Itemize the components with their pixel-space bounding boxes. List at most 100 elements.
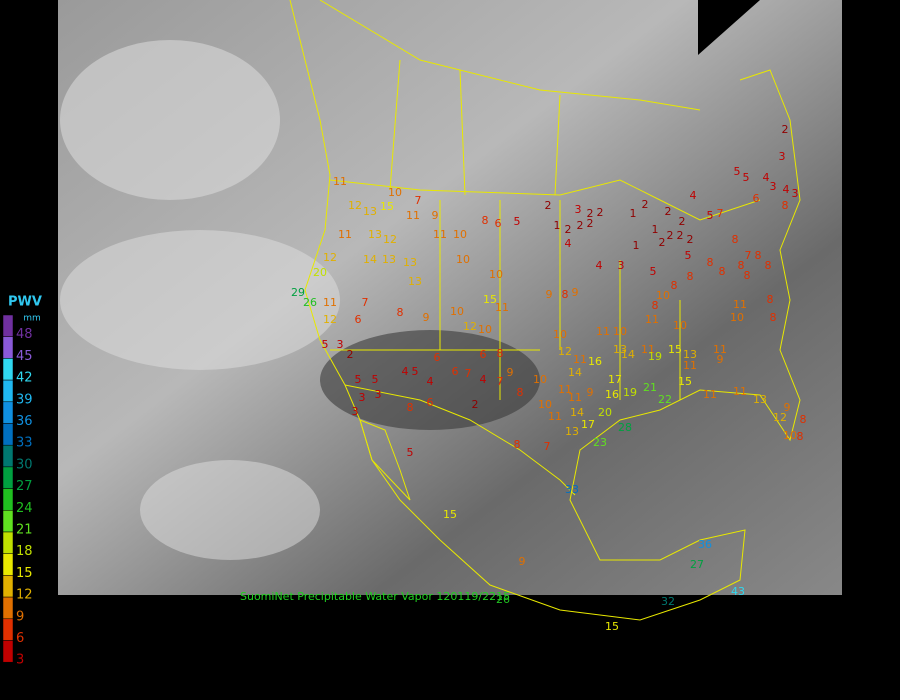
station-value: 9 <box>587 386 594 399</box>
station-value: 6 <box>753 192 760 205</box>
station-value: 8 <box>407 401 414 414</box>
legend-tick-label: 9 <box>16 609 24 624</box>
station-value: 11 <box>713 343 727 356</box>
station-value: 8 <box>497 347 504 360</box>
station-value: 1 <box>554 219 561 232</box>
station-value: 11 <box>645 313 659 326</box>
station-value: 3 <box>792 187 799 200</box>
legend-tick-label: 18 <box>16 544 33 559</box>
station-value: 8 <box>514 438 521 451</box>
station-value: 2 <box>597 206 604 219</box>
station-value: 13 <box>408 275 422 288</box>
station-value: 1 <box>652 223 659 236</box>
station-value: 10 <box>783 429 797 442</box>
station-value: 13 <box>403 256 417 269</box>
station-value: 15 <box>443 508 457 521</box>
station-value: 5 <box>407 446 414 459</box>
legend-swatch <box>2 640 14 663</box>
legend-swatch <box>2 596 14 620</box>
station-value: 2 <box>687 233 694 246</box>
station-value: 17 <box>608 373 622 386</box>
station-value: 10 <box>456 253 470 266</box>
station-value: 4 <box>480 373 487 386</box>
legend-tick-label: 48 <box>16 327 33 342</box>
station-value: 8 <box>719 265 726 278</box>
station-value: 11 <box>596 325 610 338</box>
cloud <box>60 230 340 370</box>
station-value: 13 <box>613 343 627 356</box>
station-value: 8 <box>482 214 489 227</box>
station-value: 16 <box>605 388 619 401</box>
cloud <box>60 40 280 200</box>
legend-swatch <box>2 358 14 381</box>
station-value: 8 <box>738 259 745 272</box>
caption: SuomiNet Precipitable Water Vapor 120119… <box>240 590 510 603</box>
station-value: 33 <box>565 483 579 496</box>
legend-swatch <box>2 379 14 403</box>
station-value: 11 <box>733 298 747 311</box>
station-value: 13 <box>683 348 697 361</box>
station-value: 3 <box>352 405 359 418</box>
station-value: 2 <box>659 236 666 249</box>
station-value: 1 <box>633 239 640 252</box>
station-value: 9 <box>507 366 514 379</box>
station-value: 5 <box>372 373 379 386</box>
station-value: 11 <box>406 209 420 222</box>
station-value: 3 <box>618 259 625 272</box>
station-value: 3 <box>337 338 344 351</box>
station-value: 6 <box>427 396 434 409</box>
station-value: 14 <box>570 406 584 419</box>
station-value: 7 <box>362 296 369 309</box>
station-value: 10 <box>538 398 552 411</box>
station-value: 8 <box>782 199 789 212</box>
station-value: 4 <box>565 237 572 250</box>
legend-swatch <box>2 488 14 511</box>
legend-swatch <box>2 618 14 641</box>
station-value: 14 <box>621 348 635 361</box>
legend-tick-label: 3 <box>16 653 24 668</box>
legend-swatch <box>2 575 14 598</box>
station-value: 4 <box>763 171 770 184</box>
legend-tick-label: 45 <box>16 349 33 364</box>
station-value: 16 <box>588 355 602 368</box>
station-value: 4 <box>783 183 790 196</box>
station-value: 3 <box>575 203 582 216</box>
station-value: 8 <box>517 386 524 399</box>
station-value: 11 <box>323 296 337 309</box>
station-value: 11 <box>548 410 562 423</box>
station-value: 3 <box>375 388 382 401</box>
station-value: 10 <box>478 323 492 336</box>
station-value: 5 <box>707 209 714 222</box>
station-value: 11 <box>433 228 447 241</box>
station-value: 8 <box>562 288 569 301</box>
station-value: 14 <box>568 366 582 379</box>
legend-tick-label: 21 <box>16 523 33 538</box>
station-value: 10 <box>673 319 687 332</box>
station-value: 2 <box>642 198 649 211</box>
station-value: 11 <box>495 301 509 314</box>
station-value: 19 <box>648 350 662 363</box>
station-value: 11 <box>333 175 347 188</box>
station-value: 12 <box>383 233 397 246</box>
station-value: 12 <box>463 320 477 333</box>
station-value: 12 <box>773 411 787 424</box>
legend-tick-label: 33 <box>16 436 33 451</box>
legend-tick-label: 12 <box>16 588 33 603</box>
station-value: 8 <box>671 279 678 292</box>
station-value: 11 <box>733 385 747 398</box>
station-value: 13 <box>565 425 579 438</box>
station-value: 8 <box>732 233 739 246</box>
station-value: 7 <box>465 367 472 380</box>
station-value: 11 <box>338 228 352 241</box>
station-value: 8 <box>755 249 762 262</box>
legend-tick-label: 42 <box>16 371 33 386</box>
station-value: 10 <box>450 305 464 318</box>
station-value: 10 <box>730 311 744 324</box>
station-value: 17 <box>581 418 595 431</box>
station-value: 10 <box>453 228 467 241</box>
station-value: 10 <box>489 268 503 281</box>
station-value: 5 <box>734 165 741 178</box>
station-value: 2 <box>667 229 674 242</box>
station-value: 5 <box>685 249 692 262</box>
